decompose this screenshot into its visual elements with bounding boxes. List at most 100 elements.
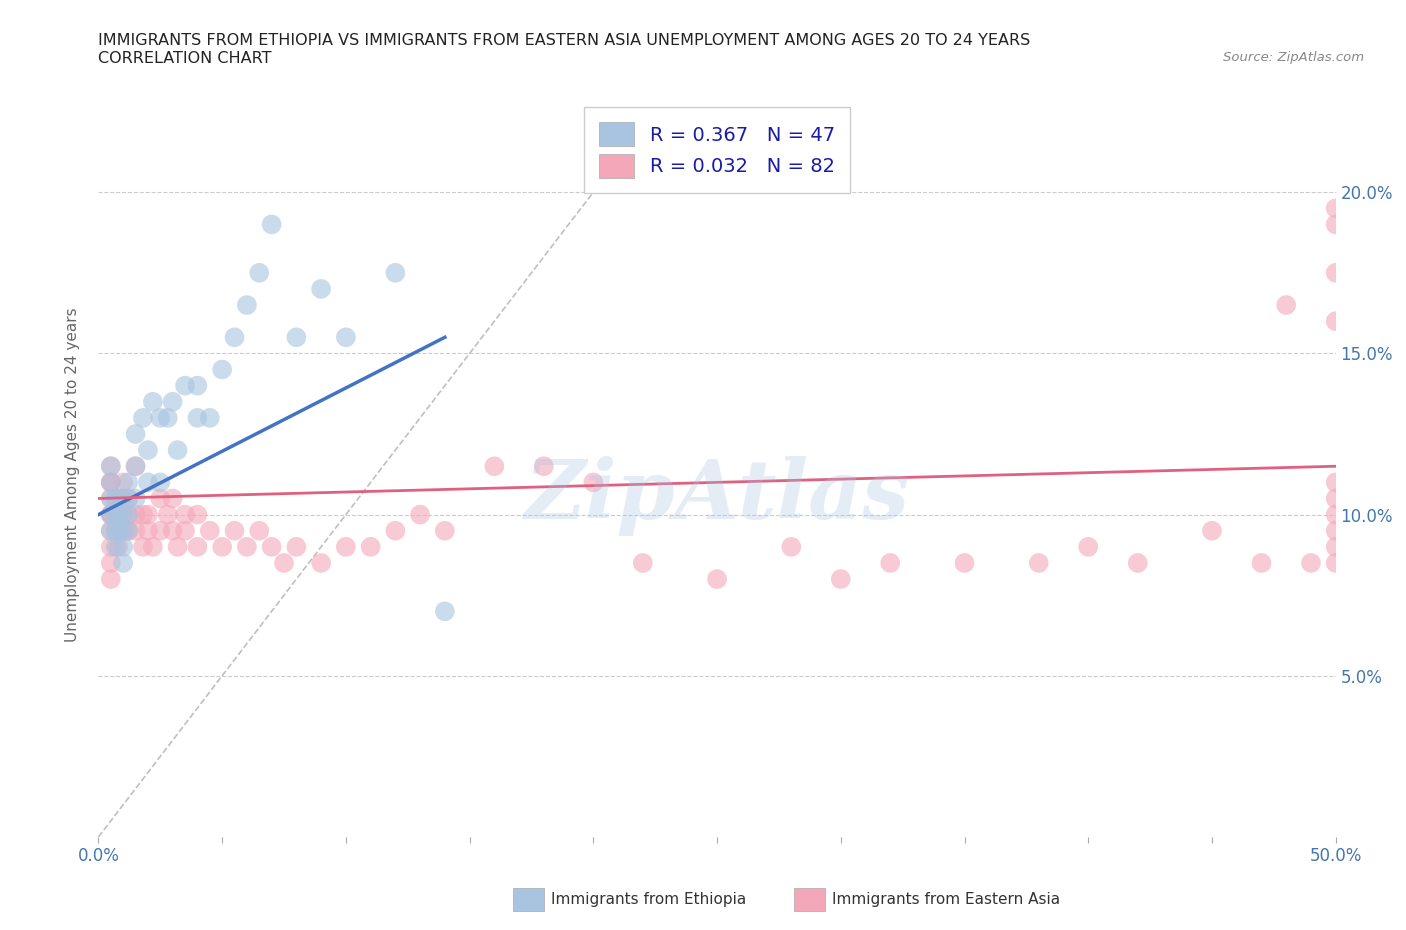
Point (211, 539, 233, 554)
Point (117, 507, 139, 522)
Point (1299, 555, 1322, 570)
Point (384, 265, 406, 280)
Point (224, 524, 246, 538)
Point (100, 507, 122, 522)
Point (104, 507, 127, 522)
Point (104, 539, 127, 554)
Point (224, 330, 246, 345)
Point (100, 555, 122, 570)
Point (124, 427, 146, 442)
Point (132, 507, 155, 522)
Point (156, 507, 179, 522)
Point (110, 491, 132, 506)
Point (706, 572, 728, 587)
Point (174, 524, 197, 538)
Point (149, 491, 172, 506)
Point (117, 524, 139, 538)
Point (186, 507, 208, 522)
Point (236, 298, 259, 312)
Point (1028, 555, 1050, 570)
Point (780, 539, 803, 554)
Point (117, 507, 139, 522)
Point (112, 524, 135, 538)
Point (879, 555, 901, 570)
Point (1324, 201, 1347, 216)
Point (124, 458, 146, 473)
Text: Source: ZipAtlas.com: Source: ZipAtlas.com (1223, 51, 1364, 64)
Point (112, 555, 135, 570)
Point (335, 539, 357, 554)
Point (1324, 265, 1347, 280)
Point (631, 555, 654, 570)
Text: IMMIGRANTS FROM ETHIOPIA VS IMMIGRANTS FROM EASTERN ASIA UNEMPLOYMENT AMONG AGES: IMMIGRANTS FROM ETHIOPIA VS IMMIGRANTS F… (98, 33, 1031, 47)
Point (186, 539, 208, 554)
Point (112, 507, 135, 522)
Point (1324, 507, 1347, 522)
Point (100, 475, 122, 490)
Point (1250, 555, 1272, 570)
Point (260, 539, 283, 554)
Point (174, 507, 197, 522)
Point (1324, 475, 1347, 490)
Point (100, 458, 122, 473)
Point (360, 539, 382, 554)
Point (166, 443, 188, 458)
Point (309, 282, 332, 297)
Point (100, 507, 122, 522)
Text: CORRELATION CHART: CORRELATION CHART (98, 51, 271, 66)
Point (149, 524, 172, 538)
Point (156, 410, 179, 425)
Point (124, 507, 146, 522)
Point (433, 524, 456, 538)
Point (1324, 524, 1347, 538)
Point (142, 394, 165, 409)
Point (104, 524, 127, 538)
Point (104, 507, 127, 522)
Point (112, 491, 135, 506)
Point (1201, 524, 1223, 538)
Point (100, 524, 122, 538)
Point (162, 491, 184, 506)
Point (1324, 217, 1347, 232)
Point (124, 458, 146, 473)
Point (100, 458, 122, 473)
Point (285, 539, 308, 554)
Point (384, 524, 406, 538)
Point (107, 491, 129, 506)
Point (107, 524, 129, 538)
Point (533, 458, 555, 473)
Point (100, 539, 122, 554)
Text: Immigrants from Eastern Asia: Immigrants from Eastern Asia (832, 892, 1060, 907)
Point (107, 507, 129, 522)
Point (247, 265, 270, 280)
Point (162, 394, 184, 409)
Point (1275, 298, 1298, 312)
Point (104, 491, 127, 506)
Point (174, 379, 197, 393)
Point (104, 491, 127, 506)
Point (260, 217, 283, 232)
Point (112, 491, 135, 506)
Point (136, 507, 159, 522)
Point (1324, 313, 1347, 328)
Point (124, 491, 146, 506)
Y-axis label: Unemployment Among Ages 20 to 24 years: Unemployment Among Ages 20 to 24 years (65, 307, 80, 642)
Point (100, 507, 122, 522)
Point (132, 539, 155, 554)
Point (100, 572, 122, 587)
Point (236, 539, 259, 554)
Point (100, 491, 122, 506)
Legend: R = 0.367   N = 47, R = 0.032   N = 82: R = 0.367 N = 47, R = 0.032 N = 82 (583, 107, 851, 193)
Point (117, 524, 139, 538)
Point (110, 524, 132, 538)
Point (273, 555, 295, 570)
Point (582, 475, 605, 490)
Point (149, 475, 172, 490)
Point (112, 475, 135, 490)
Point (142, 539, 165, 554)
Point (117, 491, 139, 506)
Point (285, 330, 308, 345)
Point (433, 604, 456, 618)
Point (136, 443, 159, 458)
Point (100, 491, 122, 506)
